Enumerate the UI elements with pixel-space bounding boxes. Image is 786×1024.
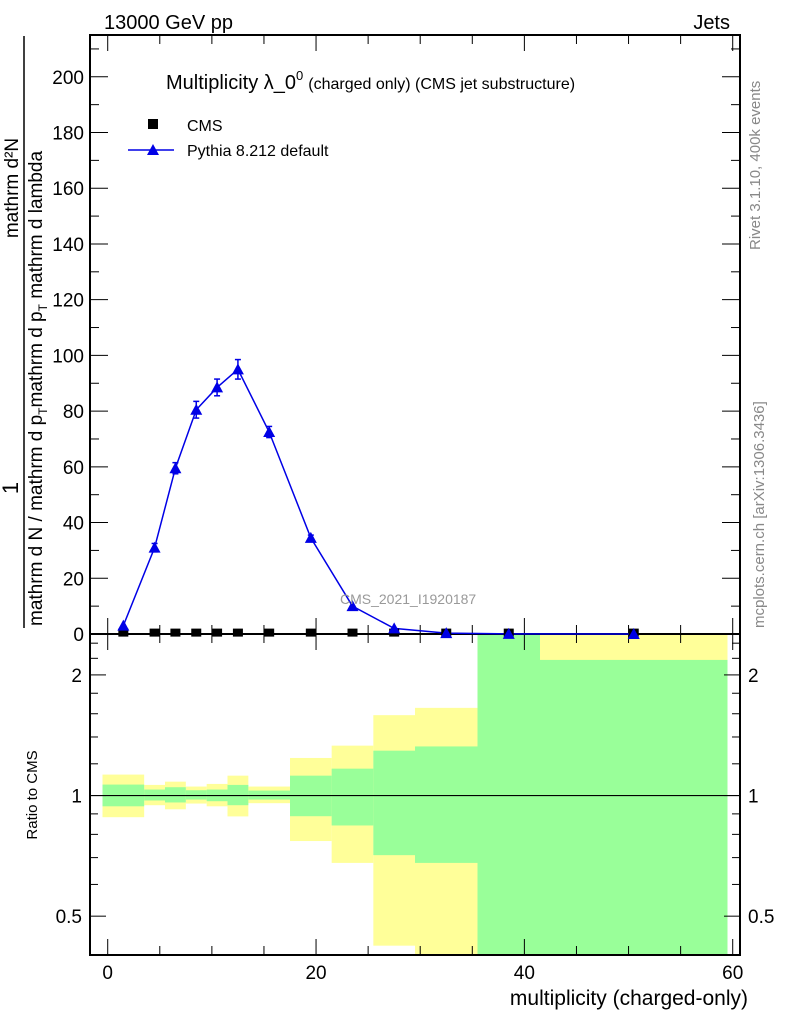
mcplots-label: mcplots.cern.ch [arXiv:1306.3436] <box>751 401 768 628</box>
y-tick-label: 0 <box>73 625 84 646</box>
y-tick-label: 60 <box>63 458 84 479</box>
ratio-frame <box>89 633 741 956</box>
legend-cms-marker <box>148 119 158 129</box>
mc-point <box>627 627 640 639</box>
cms-point <box>149 628 160 637</box>
rivet-label: Rivet 3.1.10, 400k events <box>747 81 764 250</box>
ratio-y-tick-label: 2 <box>71 666 82 687</box>
x-tick-label: 60 <box>722 963 743 984</box>
cms-point <box>232 628 243 637</box>
x-axis-label: multiplicity (charged-only) <box>510 987 748 1010</box>
green-band-bin <box>373 750 415 856</box>
chart-marks <box>117 358 640 639</box>
mc-point <box>148 541 161 553</box>
mc-point <box>117 619 130 631</box>
green-band-bin <box>185 790 207 800</box>
green-band-bin <box>331 768 374 826</box>
legend-cms-label: CMS <box>187 118 223 135</box>
cms-point <box>264 628 275 637</box>
green-band-bin <box>477 634 540 955</box>
y-tick-label: 120 <box>52 291 84 312</box>
ratio-y-tick-label-right: 2 <box>748 666 759 687</box>
header-left: 13000 GeV pp <box>104 12 233 34</box>
legend-mc-marker <box>147 144 159 155</box>
y-tick-label: 80 <box>63 402 84 423</box>
mc-point <box>304 531 317 543</box>
axis-ticks: 0 20 40 60 80 100 120 140 160 180 200 0 20 40 60 0.5 0.5… <box>52 35 774 984</box>
mc-point <box>231 363 244 375</box>
ratio-bands <box>90 634 740 955</box>
mc-point <box>346 600 359 612</box>
ratio-y-tick-label: 1 <box>71 787 82 808</box>
cms-point <box>118 628 129 637</box>
header-right: Jets <box>693 12 730 34</box>
y-tick-label: 40 <box>63 514 84 535</box>
cms-point <box>170 628 181 637</box>
mc-point <box>263 426 276 438</box>
svg-text:mathrm d²N: mathrm d²N <box>2 138 23 238</box>
mc-point <box>169 462 182 474</box>
mc-point <box>388 622 401 634</box>
x-tick-label: 40 <box>514 963 535 984</box>
y-tick-label: 180 <box>52 124 84 145</box>
green-band-bin <box>165 787 186 803</box>
mc-point <box>502 627 515 639</box>
y-tick-label: 160 <box>52 179 84 200</box>
y-label-den: mathrm d N / mathrm d pTmathrm d pT math… <box>26 151 50 626</box>
cms-point <box>347 628 358 637</box>
cms-point <box>191 628 202 637</box>
ratio-y-label: Ratio to CMS <box>24 750 41 839</box>
y-tick-label: 100 <box>52 346 84 367</box>
ratio-y-tick-label-right: 1 <box>748 787 759 808</box>
cms-point <box>212 628 223 637</box>
ratio-y-tick-label: 0.5 <box>56 907 82 928</box>
y-axis-label: 1 mathrm d N / mathrm d pTmathrm d pT ma… <box>0 36 50 628</box>
watermark: CMS_2021_I1920187 <box>340 591 476 607</box>
mc-point <box>440 627 453 639</box>
mc-point <box>211 381 224 393</box>
cms-point <box>305 628 316 637</box>
svg-text:1: 1 <box>0 482 23 494</box>
green-band-bin <box>415 746 478 863</box>
mc-point <box>190 403 203 415</box>
legend-mc-label: Pythia 8.212 default <box>187 143 329 160</box>
ratio-y-tick-label-right: 0.5 <box>748 907 774 928</box>
x-tick-label: 0 <box>102 963 113 984</box>
y-tick-label: 140 <box>52 235 84 256</box>
chart-title: Multiplicity λ_00(charged only) (CMS jet… <box>166 68 575 94</box>
green-band-bin <box>540 659 728 955</box>
x-tick-label: 20 <box>305 963 326 984</box>
y-tick-label: 200 <box>52 68 84 89</box>
y-tick-label: 20 <box>63 569 84 590</box>
